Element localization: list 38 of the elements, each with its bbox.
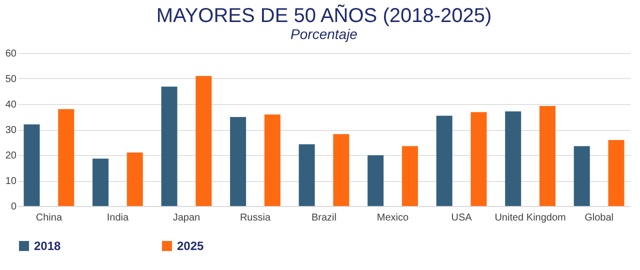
bar <box>24 124 40 206</box>
legend-label: 2025 <box>177 239 204 253</box>
x-tick-label: United Kingdom <box>494 212 566 224</box>
bar <box>436 116 452 206</box>
y-tick-label: 50 <box>5 74 17 85</box>
x-tick-label: Brazil <box>311 212 337 224</box>
y-tick-label: 10 <box>5 176 17 187</box>
x-tick-label: Japan <box>172 212 200 224</box>
bar <box>264 114 280 206</box>
chart-title: MAYORES DE 50 AÑOS (2018-2025) <box>156 4 492 27</box>
x-tick-label: Global <box>584 212 614 224</box>
bar <box>539 106 556 206</box>
bar <box>196 76 212 206</box>
bar <box>126 152 143 206</box>
bar <box>574 146 590 206</box>
bar <box>470 112 487 206</box>
bar <box>368 155 384 206</box>
y-tick-label: 30 <box>5 125 17 136</box>
bar <box>402 146 418 206</box>
bar <box>92 158 109 206</box>
x-tick-label: USA <box>451 212 472 224</box>
bar <box>608 140 624 206</box>
bar <box>230 117 246 206</box>
chart-subtitle: Porcentaje <box>290 26 358 42</box>
y-tick-label: 60 <box>5 48 17 60</box>
x-tick-label: Mexico <box>376 212 410 224</box>
x-tick-label: China <box>36 212 62 224</box>
x-tick-label: India <box>106 212 129 224</box>
bar <box>333 134 350 206</box>
legend-label: 2018 <box>34 239 62 253</box>
y-tick-label: 0 <box>10 202 17 212</box>
y-tick-label: 20 <box>5 150 17 162</box>
x-tick-label: Russia <box>240 212 271 224</box>
bar <box>58 109 74 206</box>
bar <box>505 111 522 206</box>
bar <box>298 144 315 206</box>
y-tick-label: 40 <box>5 100 17 110</box>
bar <box>161 86 178 206</box>
